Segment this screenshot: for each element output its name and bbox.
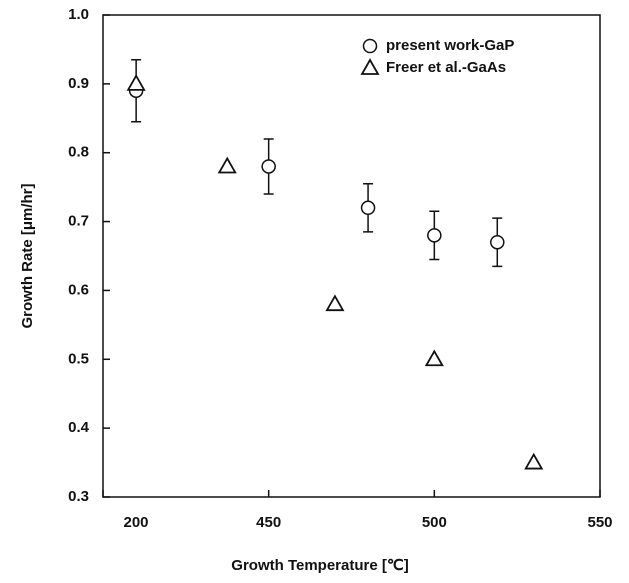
legend-label: present work-GaP [386,37,514,54]
data-point [325,294,345,312]
legend-marker [360,58,380,75]
data-point [424,349,444,367]
x-tick-label: 500 [422,514,447,531]
x-axis-label: Growth Temperature [℃] [231,557,408,574]
y-tick-label: 0.9 [68,75,89,92]
plot-frame [102,14,601,498]
y-tick-label: 0.8 [68,144,89,161]
data-point [217,156,237,174]
data-point [360,200,376,216]
data-point [427,228,442,243]
y-tick-label: 0.5 [68,350,89,367]
y-axis-label: Growth Rate [μm/hr] [19,183,36,328]
data-point [261,159,276,174]
x-tick-label: 450 [256,514,281,531]
legend-marker [362,38,378,54]
data-point [524,452,544,470]
x-tick-label: 200 [123,514,148,531]
y-tick-label: 0.3 [68,488,89,505]
data-point [490,234,505,250]
x-tick-label: 550 [587,514,612,531]
y-tick-label: 0.7 [68,213,89,230]
data-point [126,74,146,91]
legend-label: Freer et al.-GaAs [386,59,506,76]
y-tick-label: 1.0 [68,6,89,23]
y-tick-label: 0.4 [68,419,90,436]
y-tick-label: 0.6 [68,281,89,298]
